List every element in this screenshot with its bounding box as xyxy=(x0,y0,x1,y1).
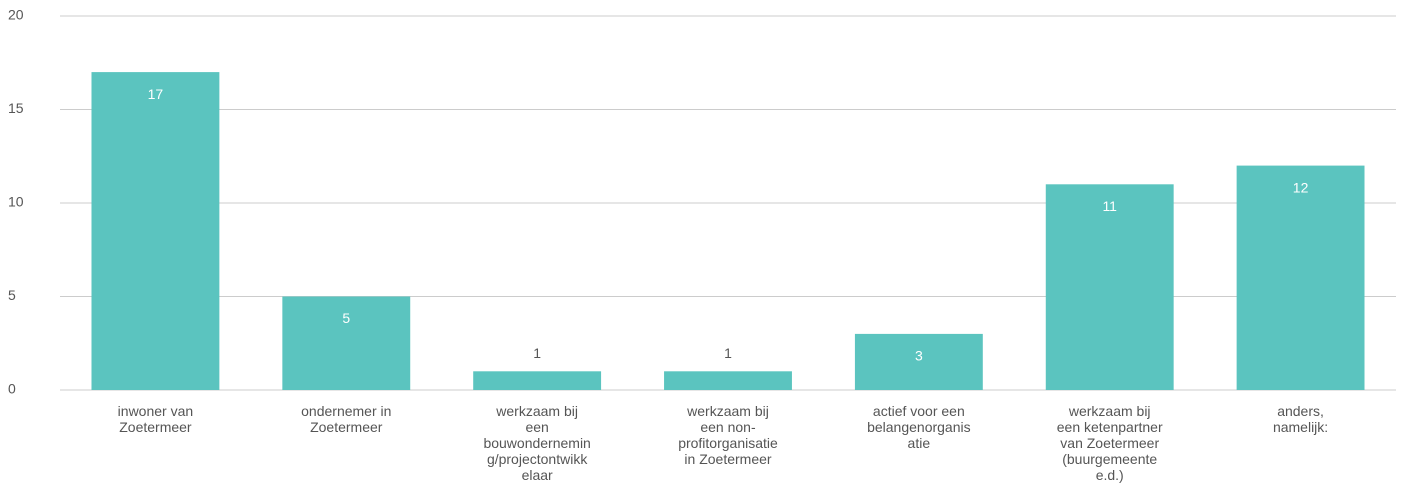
x-tick-label: ondernemer in Zoetermeer xyxy=(301,403,392,435)
x-tick-label: actief voor een belangenorganis atie xyxy=(867,403,971,451)
y-tick-label: 10 xyxy=(8,194,24,210)
x-tick-label: werkzaam bij een non- profitorganisatie … xyxy=(678,403,778,467)
y-tick-label: 20 xyxy=(8,7,24,23)
x-tick-label: werkzaam bij een bouwondernemin g/projec… xyxy=(483,403,591,483)
bar xyxy=(854,333,983,390)
value-label: 1 xyxy=(724,345,732,361)
x-tick-label: anders, namelijk: xyxy=(1272,403,1329,435)
value-label: 17 xyxy=(148,86,164,102)
x-tick-label: inwoner van Zoetermeer xyxy=(117,403,194,435)
bar xyxy=(1045,184,1174,390)
x-tick-label: werkzaam bij een ketenpartner van Zoeter… xyxy=(1056,403,1163,483)
value-label: 3 xyxy=(915,348,923,364)
bar xyxy=(473,371,602,390)
value-label: 5 xyxy=(342,310,350,326)
bar xyxy=(91,72,220,390)
bar xyxy=(282,296,411,390)
value-label: 12 xyxy=(1293,179,1309,195)
y-tick-label: 0 xyxy=(8,381,16,397)
y-tick-label: 5 xyxy=(8,287,16,303)
value-label: 11 xyxy=(1102,198,1117,214)
y-tick-label: 15 xyxy=(8,100,24,116)
bar xyxy=(1236,165,1365,390)
bar xyxy=(664,371,792,390)
value-label: 1 xyxy=(533,345,541,361)
